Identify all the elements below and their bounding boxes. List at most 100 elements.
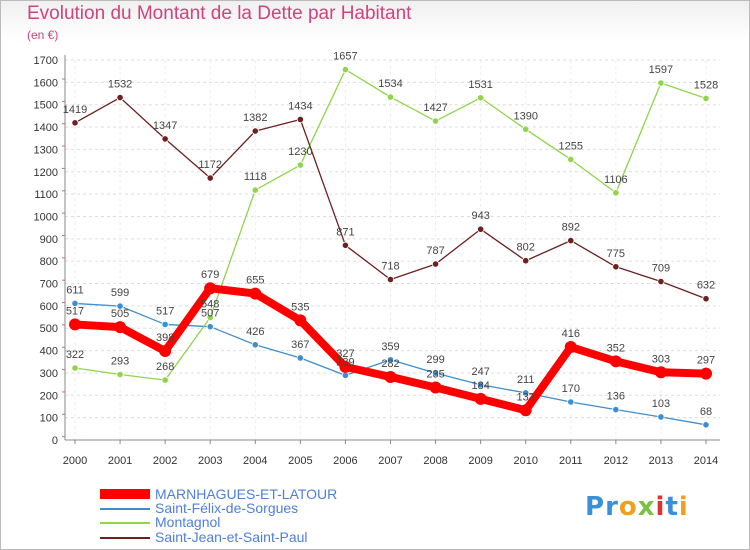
data-label: 775: [607, 248, 625, 260]
data-label: 184: [471, 380, 489, 392]
x-tick-label: 2002: [153, 455, 177, 467]
data-label: 1106: [604, 174, 628, 186]
chart-title: Evolution du Montant de la Dette par Hab…: [27, 3, 412, 24]
y-tick-label: 1200: [34, 167, 58, 179]
data-point: [294, 314, 307, 327]
data-label: 507: [201, 308, 219, 320]
data-point: [612, 405, 620, 414]
data-point: [206, 323, 214, 331]
data-point: [477, 94, 485, 102]
y-tick-label: 1400: [34, 122, 58, 134]
data-point: [71, 364, 79, 372]
x-tick-label: 2012: [604, 455, 628, 467]
data-label: 211: [517, 374, 535, 386]
data-label: 1528: [694, 79, 718, 91]
y-tick-label: 1600: [34, 77, 58, 89]
data-label: 632: [697, 280, 715, 292]
data-point: [251, 186, 259, 194]
logo-letter: i: [678, 492, 689, 522]
data-point: [339, 360, 352, 373]
x-tick-label: 2008: [423, 455, 447, 467]
legend-item-saint-felix: Saint-Félix-de-Sorgues: [100, 500, 400, 516]
data-point: [386, 93, 395, 101]
data-label: 548: [201, 299, 219, 311]
data-point: [522, 257, 530, 265]
data-point: [386, 356, 395, 364]
data-label: 133: [517, 391, 535, 403]
y-tick-label: 1100: [34, 189, 58, 201]
data-point: [116, 93, 124, 102]
data-label: 1390: [513, 110, 537, 122]
data-label: 787: [426, 245, 444, 257]
x-tick-label: 2011: [559, 455, 583, 467]
data-point: [564, 341, 577, 354]
x-tick-label: 2000: [63, 455, 87, 467]
data-point: [431, 369, 440, 377]
legend-label-saint-jean: Saint-Jean-et-Saint-Paul: [155, 529, 308, 545]
data-label: 299: [426, 354, 444, 366]
data-point: [249, 287, 262, 300]
data-point: [522, 389, 530, 397]
x-tick-label: 2001: [108, 455, 132, 467]
legend-swatch-saint-jean: [100, 537, 150, 539]
data-point: [71, 299, 79, 308]
data-label: 1255: [559, 140, 583, 152]
x-tick-label: 2005: [288, 455, 312, 467]
data-label: 426: [246, 326, 264, 338]
data-point: [519, 404, 532, 417]
data-label: 1172: [198, 159, 222, 171]
data-point: [204, 282, 217, 295]
data-point: [657, 413, 665, 421]
data-label: 235: [426, 368, 444, 380]
data-label: 892: [562, 222, 580, 234]
data-point: [341, 241, 350, 249]
data-point: [702, 94, 710, 103]
legend-swatch-montagnol: [100, 522, 150, 524]
data-label: 679: [201, 269, 219, 281]
data-point: [654, 366, 667, 379]
data-point: [296, 115, 304, 124]
x-tick-label: 2013: [649, 455, 673, 467]
y-tick-label: 100: [40, 413, 58, 425]
y-tick-label: 700: [40, 279, 58, 291]
data-label: 282: [381, 358, 399, 370]
data-point: [567, 398, 575, 406]
legend-swatch-saint-felix: [100, 508, 150, 510]
data-point: [567, 155, 575, 164]
data-label: 943: [471, 210, 489, 222]
legend-item-montagnol: Montagnol: [100, 514, 400, 530]
data-point: [251, 341, 259, 349]
data-point: [341, 371, 350, 379]
data-label: 535: [291, 301, 309, 313]
data-label: 505: [111, 308, 129, 320]
data-label: 103: [652, 398, 670, 410]
y-tick-label: 1000: [34, 211, 58, 223]
data-label: 170: [562, 383, 580, 395]
data-point: [69, 318, 81, 331]
data-label: 802: [517, 242, 535, 254]
data-point: [159, 345, 172, 358]
y-tick-label: 1300: [34, 144, 58, 156]
legend-label-marnhagues: MARNHAGUES-ET-LATOUR: [155, 486, 338, 502]
y-tick-label: 600: [40, 301, 58, 313]
logo-letter: P: [585, 492, 606, 522]
data-point: [251, 127, 259, 135]
data-label: 1382: [243, 112, 267, 124]
data-label: 322: [66, 349, 84, 361]
data-point: [474, 392, 487, 405]
data-label: 359: [381, 341, 399, 353]
y-tick-label: 900: [40, 234, 58, 246]
data-point: [296, 354, 304, 362]
data-label: 1427: [423, 102, 447, 114]
y-tick-label: 200: [40, 390, 58, 402]
data-point: [114, 321, 127, 334]
data-label: 327: [336, 348, 354, 360]
data-point: [161, 135, 169, 143]
data-point: [612, 263, 620, 271]
data-point: [384, 370, 397, 383]
data-point: [206, 313, 214, 322]
data-point: [161, 376, 169, 384]
y-tick-label: 800: [40, 256, 58, 268]
